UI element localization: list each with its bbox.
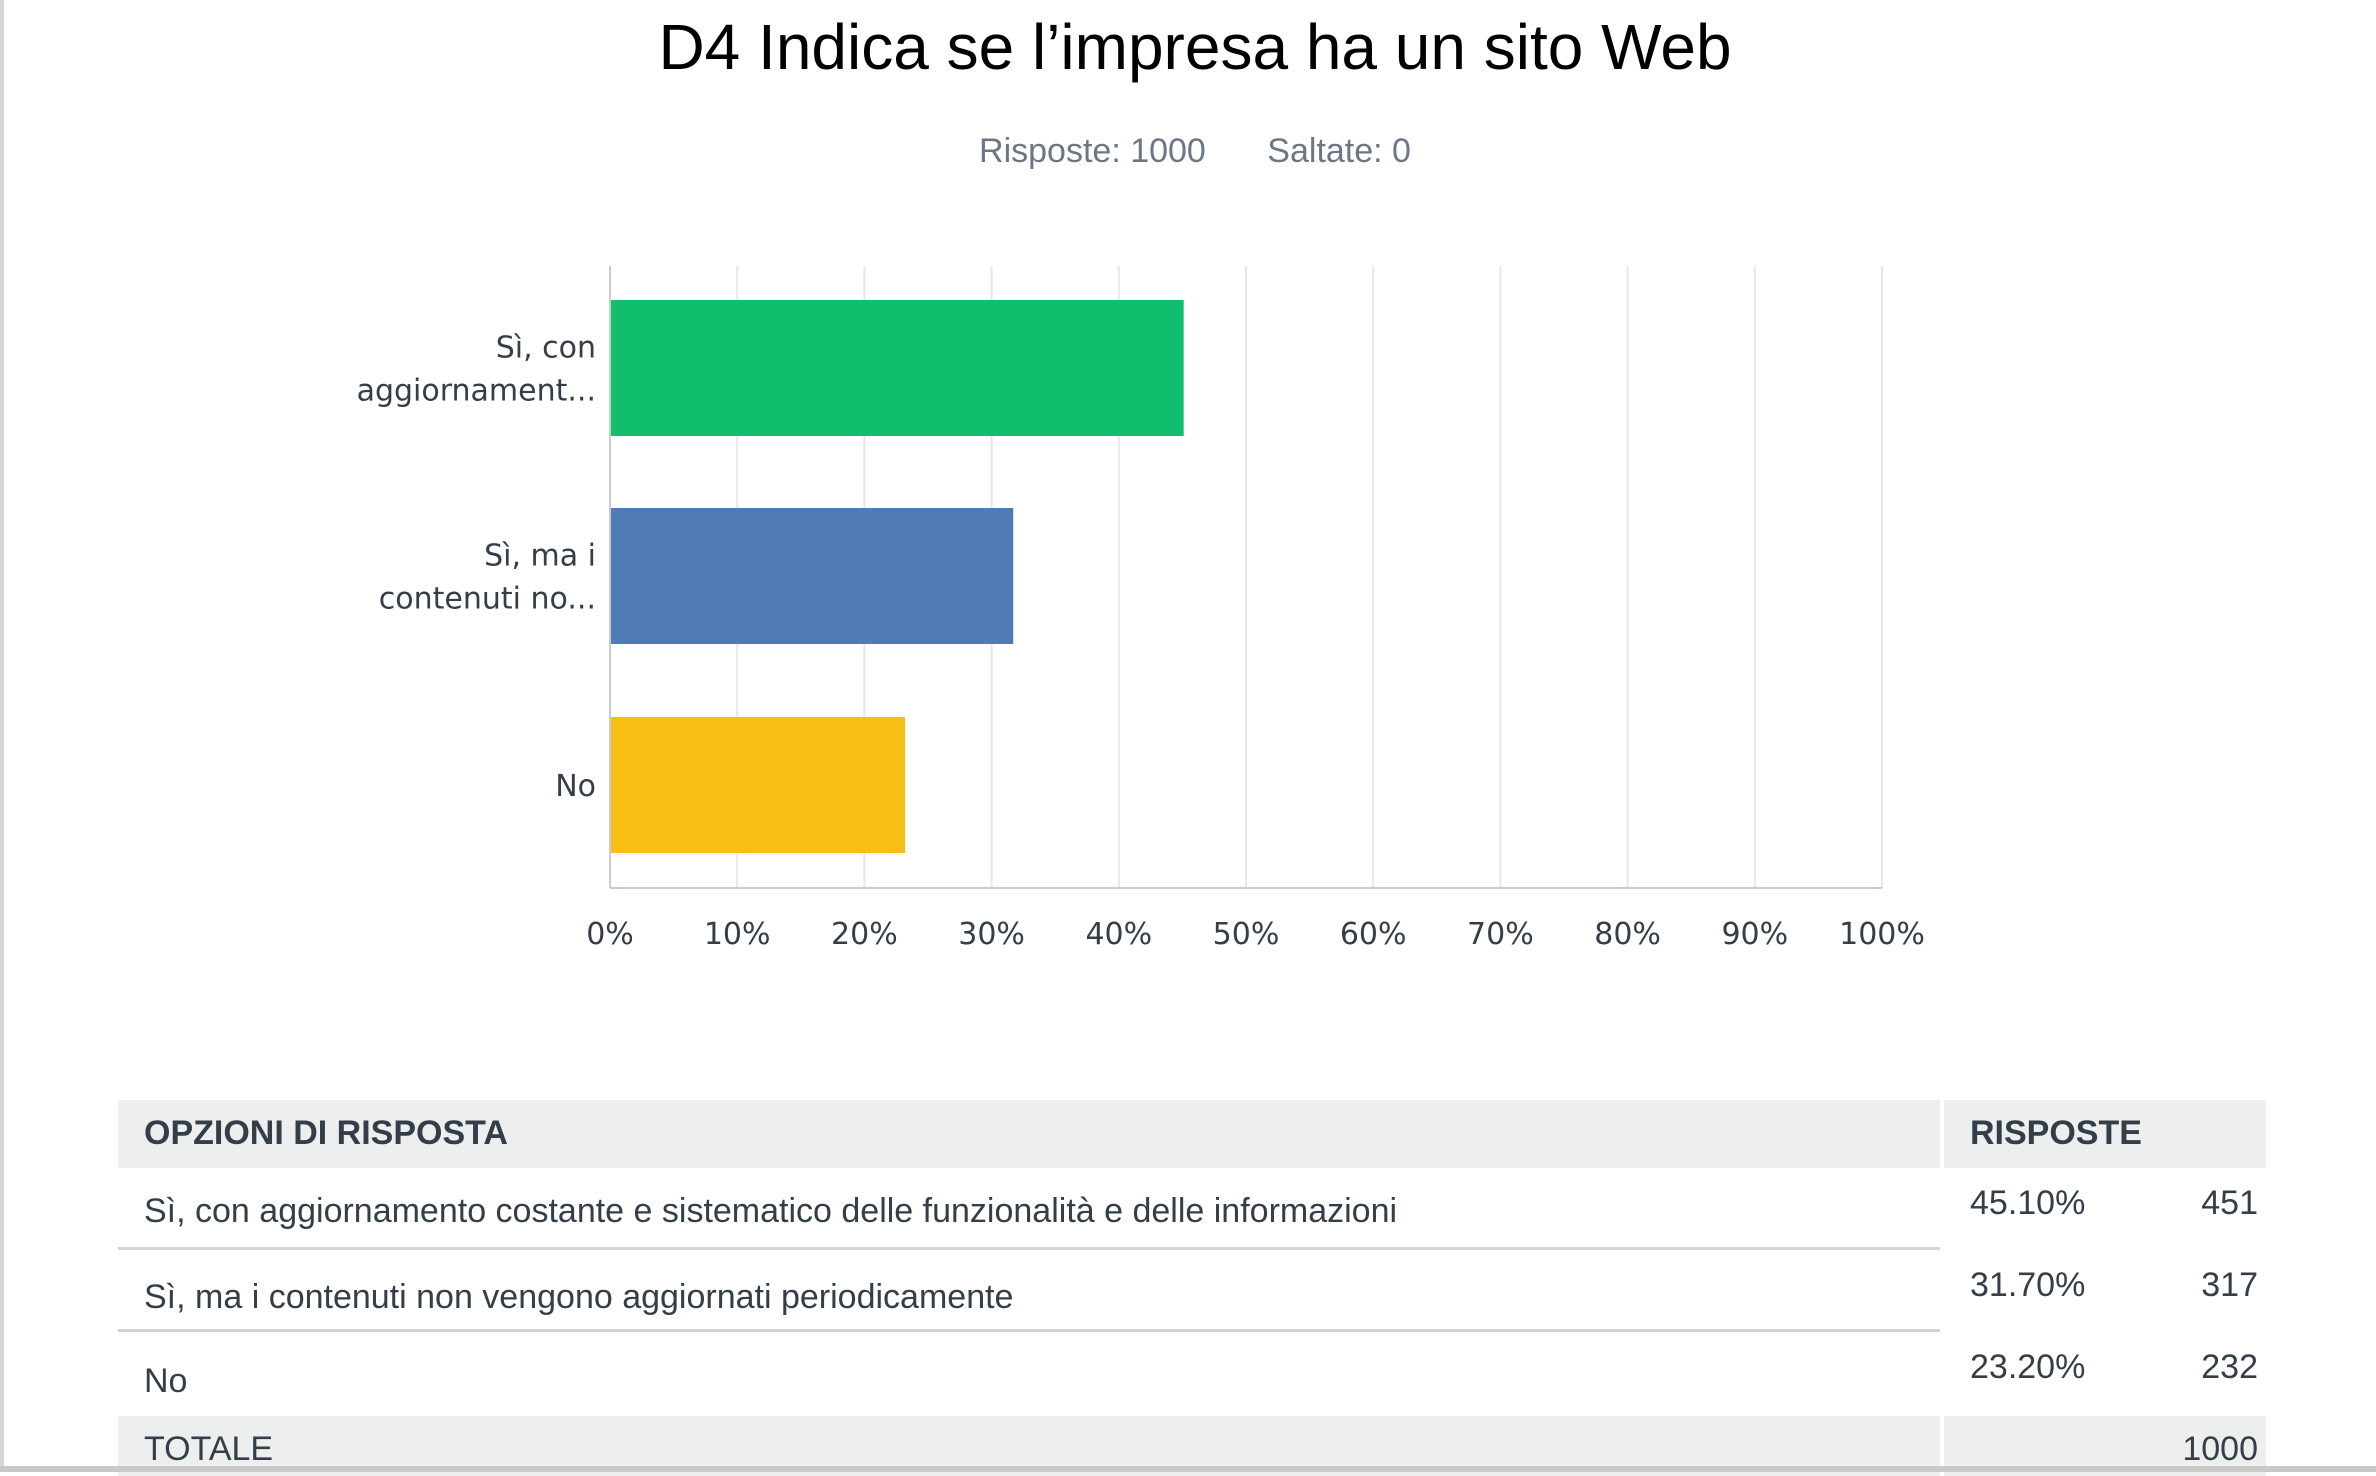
x-tick-label: 80% bbox=[1594, 917, 1661, 952]
row-count: 232 bbox=[2201, 1348, 2258, 1386]
bar bbox=[611, 508, 1014, 644]
x-tick-label: 30% bbox=[958, 917, 1025, 952]
y-category-label: Sì, ma i bbox=[484, 539, 596, 574]
bar bbox=[611, 300, 1184, 436]
table-row: No 23.20% 232 bbox=[118, 1332, 2266, 1416]
x-tick-label: 60% bbox=[1340, 917, 1407, 952]
row-count: 451 bbox=[2201, 1184, 2258, 1222]
x-tick-label: 50% bbox=[1213, 917, 1280, 952]
table-row: Sì, ma i contenuti non vengono aggiornat… bbox=[118, 1250, 2266, 1332]
x-tick-label: 40% bbox=[1085, 917, 1152, 952]
bar-chart: 0% 10% 20% 30% 40% 50% 60% 70% 80% 90% 100% Sì, con… bbox=[357, 266, 1925, 952]
x-tick-label: 0% bbox=[586, 917, 634, 952]
row-label: Sì, con aggiornamento costante e sistema… bbox=[144, 1192, 1398, 1230]
total-label: TOTALE bbox=[144, 1430, 274, 1468]
header-responses-cell bbox=[1944, 1100, 2266, 1168]
table-header-row: OPZIONI DI RISPOSTA RISPOSTE bbox=[118, 1100, 2266, 1168]
row-label: No bbox=[144, 1362, 188, 1400]
total-count: 1000 bbox=[2182, 1430, 2258, 1468]
page-left-border bbox=[0, 0, 4, 1472]
table-row: Sì, con aggiornamento costante e sistema… bbox=[118, 1168, 2266, 1250]
row-count: 317 bbox=[2201, 1266, 2258, 1304]
page-bottom-border bbox=[0, 1466, 2376, 1472]
y-category-label: Sì, con bbox=[496, 331, 596, 366]
row-divider bbox=[118, 1329, 1940, 1332]
header-responses-label: RISPOSTE bbox=[1970, 1114, 2142, 1152]
skipped-count: Saltate: 0 bbox=[1267, 132, 1411, 170]
row-percent: 31.70% bbox=[1970, 1266, 2086, 1304]
answered-count: Risposte: 1000 bbox=[979, 132, 1206, 170]
response-stats: Risposte: 1000 Saltate: 0 bbox=[0, 132, 2376, 171]
row-divider bbox=[118, 1247, 1940, 1250]
question-title: D4 Indica se l’impresa ha un sito Web bbox=[658, 11, 1732, 83]
y-category-label: contenuti no... bbox=[379, 582, 596, 617]
row-label: Sì, ma i contenuti non vengono aggiornat… bbox=[144, 1278, 1014, 1316]
header-options-label: OPZIONI DI RISPOSTA bbox=[144, 1114, 508, 1152]
x-tick-label: 90% bbox=[1721, 917, 1788, 952]
row-percent: 45.10% bbox=[1970, 1184, 2086, 1222]
y-category-label: No bbox=[555, 769, 596, 804]
x-tick-label: 10% bbox=[704, 917, 771, 952]
y-category-label: aggiornament... bbox=[357, 374, 596, 409]
bar bbox=[611, 717, 906, 853]
x-tick-label: 70% bbox=[1467, 917, 1534, 952]
x-tick-label: 20% bbox=[831, 917, 898, 952]
row-percent: 23.20% bbox=[1970, 1348, 2086, 1386]
x-tick-label: 100% bbox=[1839, 917, 1925, 952]
header-options-cell bbox=[118, 1100, 1940, 1168]
